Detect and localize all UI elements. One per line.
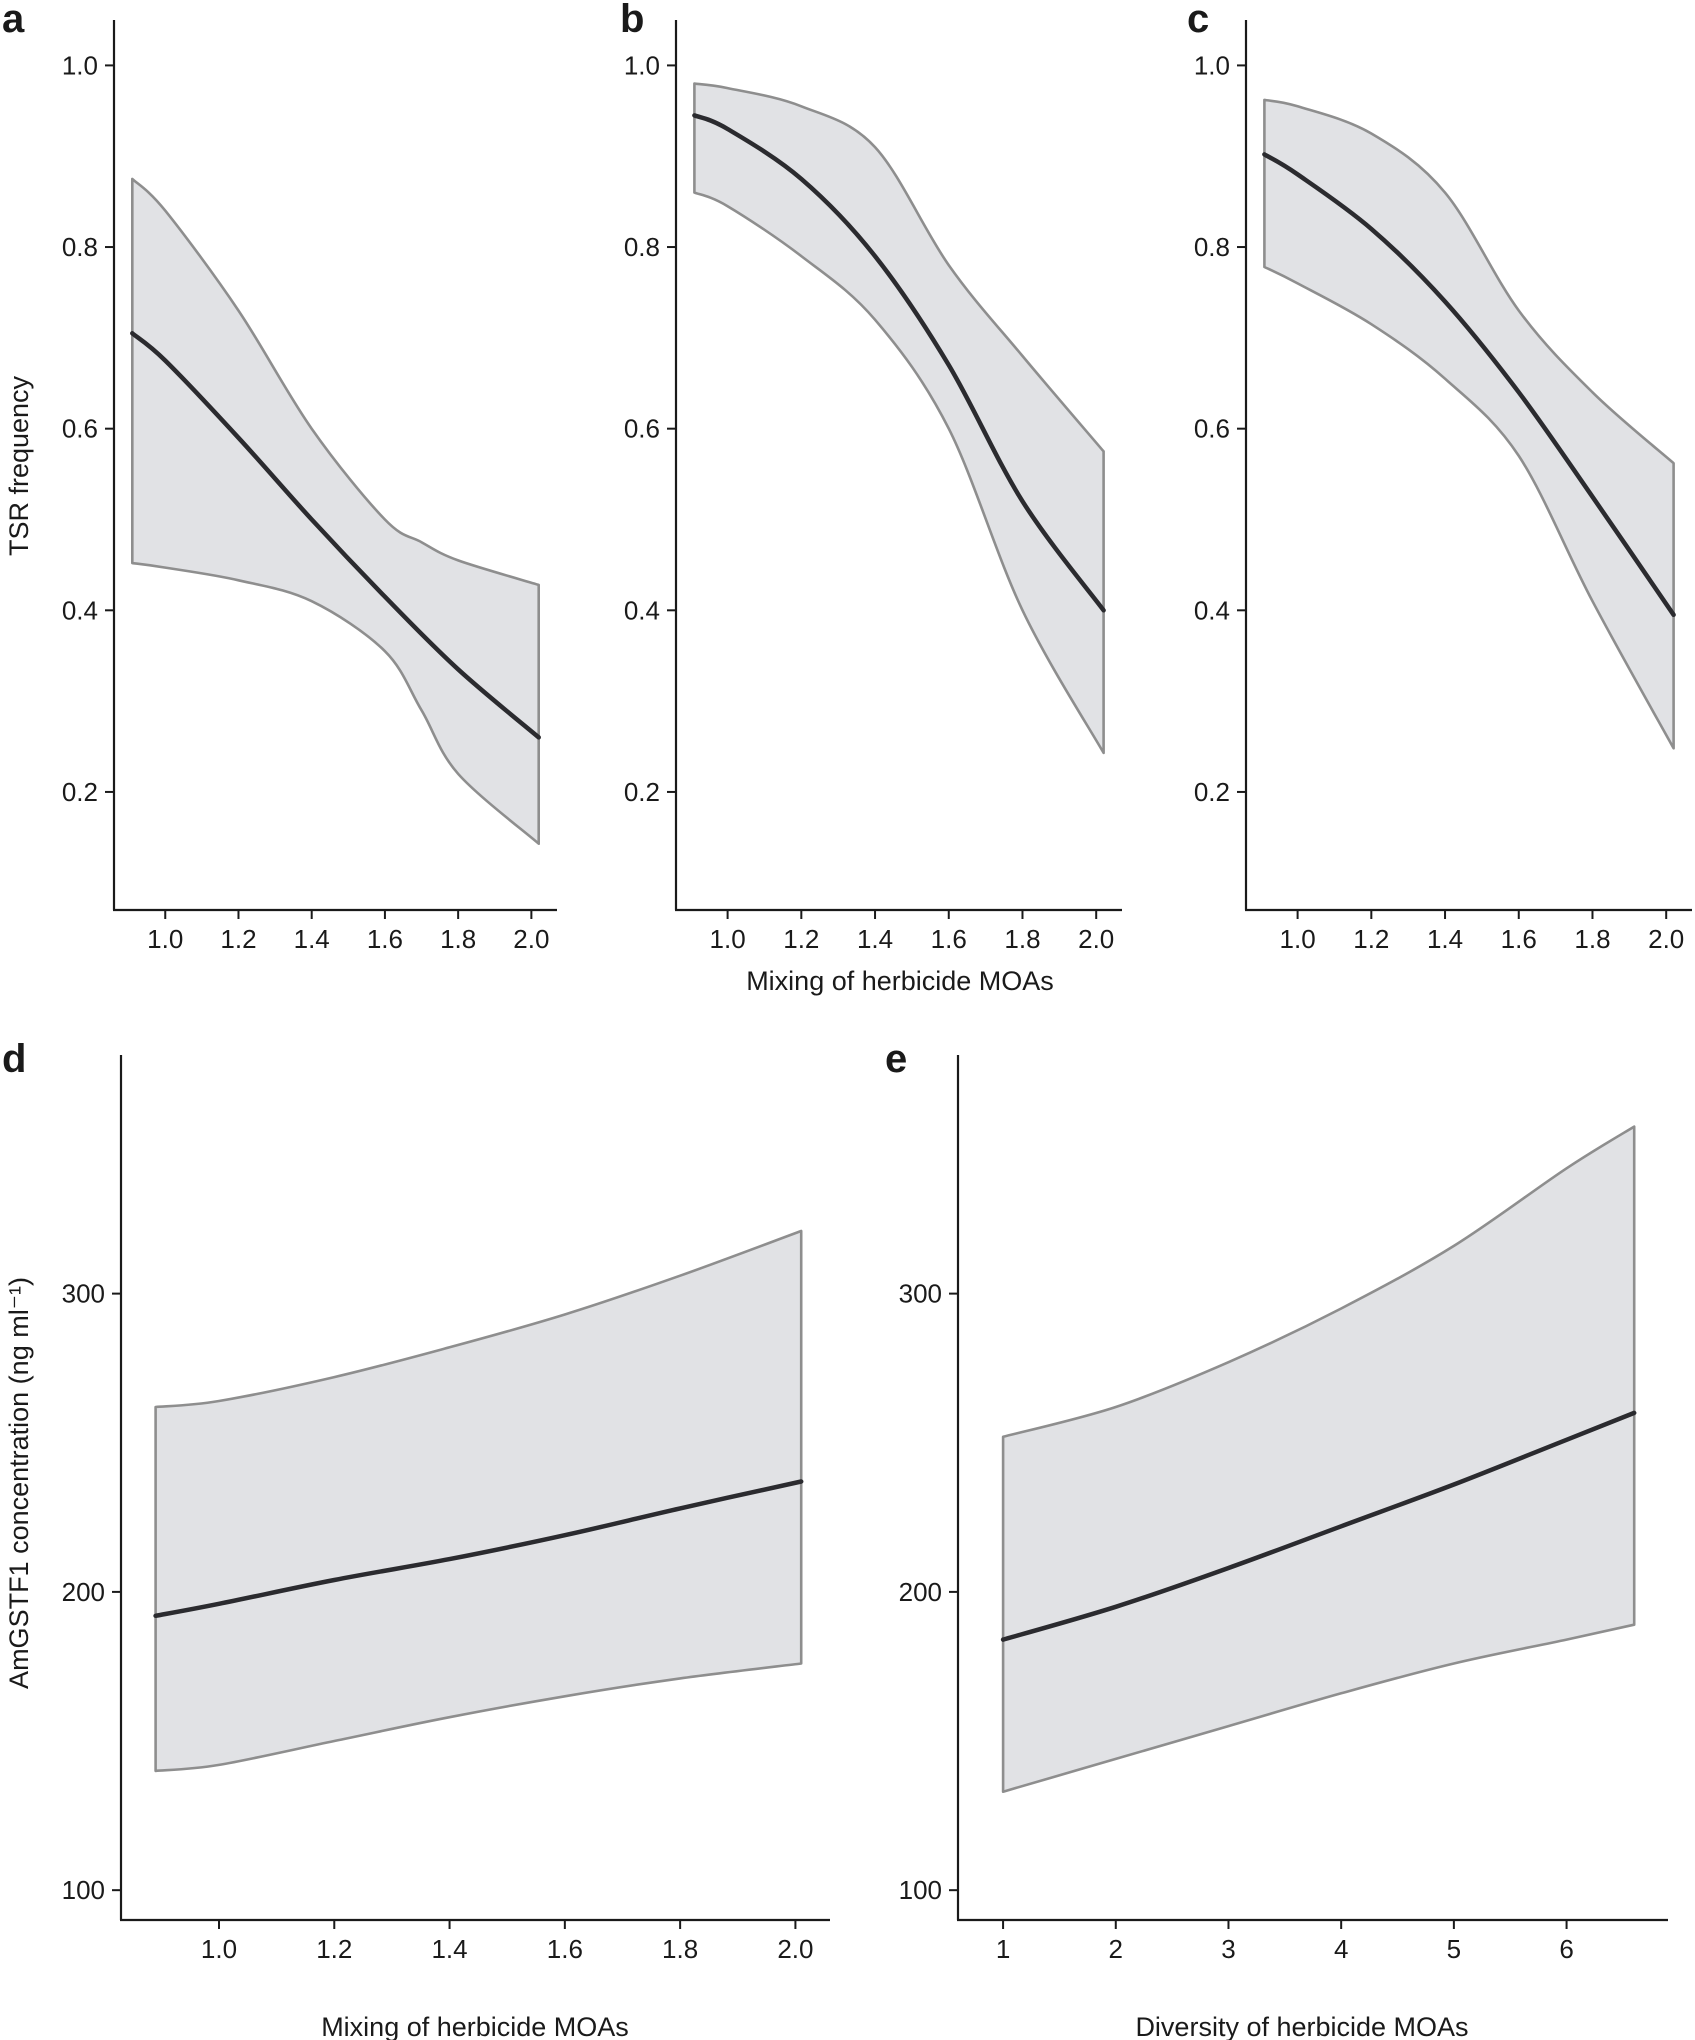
x-tick-label: 1.6 <box>367 924 403 954</box>
x-tick-label: 1.0 <box>201 1934 237 1964</box>
x-ticks-e: 1 2 3 4 5 6 <box>996 1920 1574 1964</box>
panel-c: c 1.0 1.2 1.4 1.6 1.8 2.0 0.2 0.4 0.6 0.8 1.0 <box>1187 0 1692 954</box>
y-tick-label: 0.8 <box>1194 232 1230 262</box>
x-tick-label: 2.0 <box>1078 924 1114 954</box>
y-tick-label: 0.2 <box>624 777 660 807</box>
x-tick-label: 1.2 <box>783 924 819 954</box>
fit-line-a <box>130 331 541 740</box>
x-tick-label: 1.2 <box>1353 924 1389 954</box>
x-tick-label: 1.6 <box>547 1934 583 1964</box>
panel-d: d 1.0 1.2 1.4 1.6 1.8 2.0 100 200 300 AmGSTF1 c… <box>2 1037 830 2040</box>
x-tick-label: 2.0 <box>513 924 549 954</box>
x-axis-title-b: Mixing of herbicide MOAs <box>746 966 1054 996</box>
x-ticks-b: 1.0 1.2 1.4 1.6 1.8 2.0 <box>710 910 1114 954</box>
confidence-band-a <box>131 177 540 845</box>
confidence-band-e <box>1001 1125 1636 1793</box>
y-tick-label: 0.4 <box>1194 595 1230 625</box>
y-tick-label: 0.6 <box>624 414 660 444</box>
x-axis-title-d: Mixing of herbicide MOAs <box>321 2012 629 2040</box>
fit-line-c <box>1262 152 1676 618</box>
y-tick-label: 1.0 <box>624 50 660 80</box>
y-tick-label: 0.4 <box>624 595 660 625</box>
y-tick-label: 200 <box>62 1577 105 1607</box>
x-tick-label: 1.0 <box>1280 924 1316 954</box>
y-ticks-c: 0.2 0.4 0.6 0.8 1.0 <box>1194 50 1246 807</box>
x-tick-label: 1.4 <box>1427 924 1463 954</box>
x-tick-label: 4 <box>1334 1934 1348 1964</box>
x-axis-title-e: Diversity of herbicide MOAs <box>1135 2012 1468 2040</box>
y-axis-title-a: TSR frequency <box>4 375 34 556</box>
panel-letter-d: d <box>2 1037 26 1081</box>
x-tick-label: 1.8 <box>662 1934 698 1964</box>
y-ticks-b: 0.2 0.4 0.6 0.8 1.0 <box>624 50 676 807</box>
y-tick-label: 100 <box>899 1875 942 1905</box>
y-tick-label: 300 <box>899 1279 942 1309</box>
confidence-band-d <box>154 1229 803 1773</box>
panel-b: b 1.0 1.2 1.4 1.6 1.8 2.0 0.2 0.4 0.6 0.8 1.0 Mix… <box>620 0 1122 996</box>
x-tick-label: 1.6 <box>931 924 967 954</box>
panel-letter-e: e <box>885 1037 907 1081</box>
x-tick-label: 3 <box>1221 1934 1235 1964</box>
y-tick-label: 0.8 <box>624 232 660 262</box>
x-ticks-c: 1.0 1.2 1.4 1.6 1.8 2.0 <box>1280 910 1684 954</box>
x-tick-label: 1.8 <box>440 924 476 954</box>
x-tick-label: 1.2 <box>316 1934 352 1964</box>
y-axis-title-d: AmGSTF1 concentration (ng ml⁻¹) <box>4 1277 34 1689</box>
fit-line-d <box>153 1479 804 1619</box>
x-tick-label: 1.4 <box>857 924 893 954</box>
x-tick-label: 2.0 <box>777 1934 813 1964</box>
y-tick-label: 100 <box>62 1875 105 1905</box>
y-tick-label: 0.2 <box>62 777 98 807</box>
x-tick-label: 1.2 <box>220 924 256 954</box>
x-tick-label: 1.8 <box>1574 924 1610 954</box>
y-ticks-d: 100 200 300 <box>62 1279 121 1905</box>
y-tick-label: 300 <box>62 1279 105 1309</box>
x-ticks-a: 1.0 1.2 1.4 1.6 1.8 2.0 <box>147 910 549 954</box>
y-tick-label: 200 <box>899 1577 942 1607</box>
x-tick-label: 1.0 <box>710 924 746 954</box>
x-tick-label: 1.4 <box>431 1934 467 1964</box>
y-tick-label: 0.4 <box>62 595 98 625</box>
x-tick-label: 1.6 <box>1501 924 1537 954</box>
panel-letter-a: a <box>2 0 25 41</box>
panel-letter-b: b <box>620 0 644 41</box>
fit-line-b <box>692 113 1106 613</box>
panel-e: e 1 2 3 4 5 6 100 200 300 Diversity of herbicid… <box>885 1037 1668 2040</box>
y-tick-label: 1.0 <box>62 50 98 80</box>
y-ticks-a: 0.2 0.4 0.6 0.8 1.0 <box>62 50 114 807</box>
y-tick-label: 0.6 <box>1194 414 1230 444</box>
y-tick-label: 1.0 <box>1194 50 1230 80</box>
x-tick-label: 1.0 <box>147 924 183 954</box>
x-tick-label: 2.0 <box>1648 924 1684 954</box>
x-tick-label: 1.4 <box>294 924 330 954</box>
panel-a: a 1.0 1.2 1.4 1.6 1.8 2.0 0.2 0.4 0.6 0.8 1.0 TSR… <box>2 0 557 954</box>
x-tick-label: 6 <box>1559 1934 1573 1964</box>
confidence-band-b <box>693 82 1105 755</box>
x-ticks-d: 1.0 1.2 1.4 1.6 1.8 2.0 <box>201 1920 813 1964</box>
y-ticks-e: 100 200 300 <box>899 1279 958 1905</box>
y-tick-label: 0.8 <box>62 232 98 262</box>
fit-line-e <box>1000 1410 1637 1642</box>
x-tick-label: 1.8 <box>1004 924 1040 954</box>
y-tick-label: 0.2 <box>1194 777 1230 807</box>
confidence-band-c <box>1263 98 1675 750</box>
x-tick-label: 1 <box>996 1934 1010 1964</box>
x-tick-label: 2 <box>1109 1934 1123 1964</box>
panel-letter-c: c <box>1187 0 1209 41</box>
x-tick-label: 5 <box>1447 1934 1461 1964</box>
y-tick-label: 0.6 <box>62 414 98 444</box>
